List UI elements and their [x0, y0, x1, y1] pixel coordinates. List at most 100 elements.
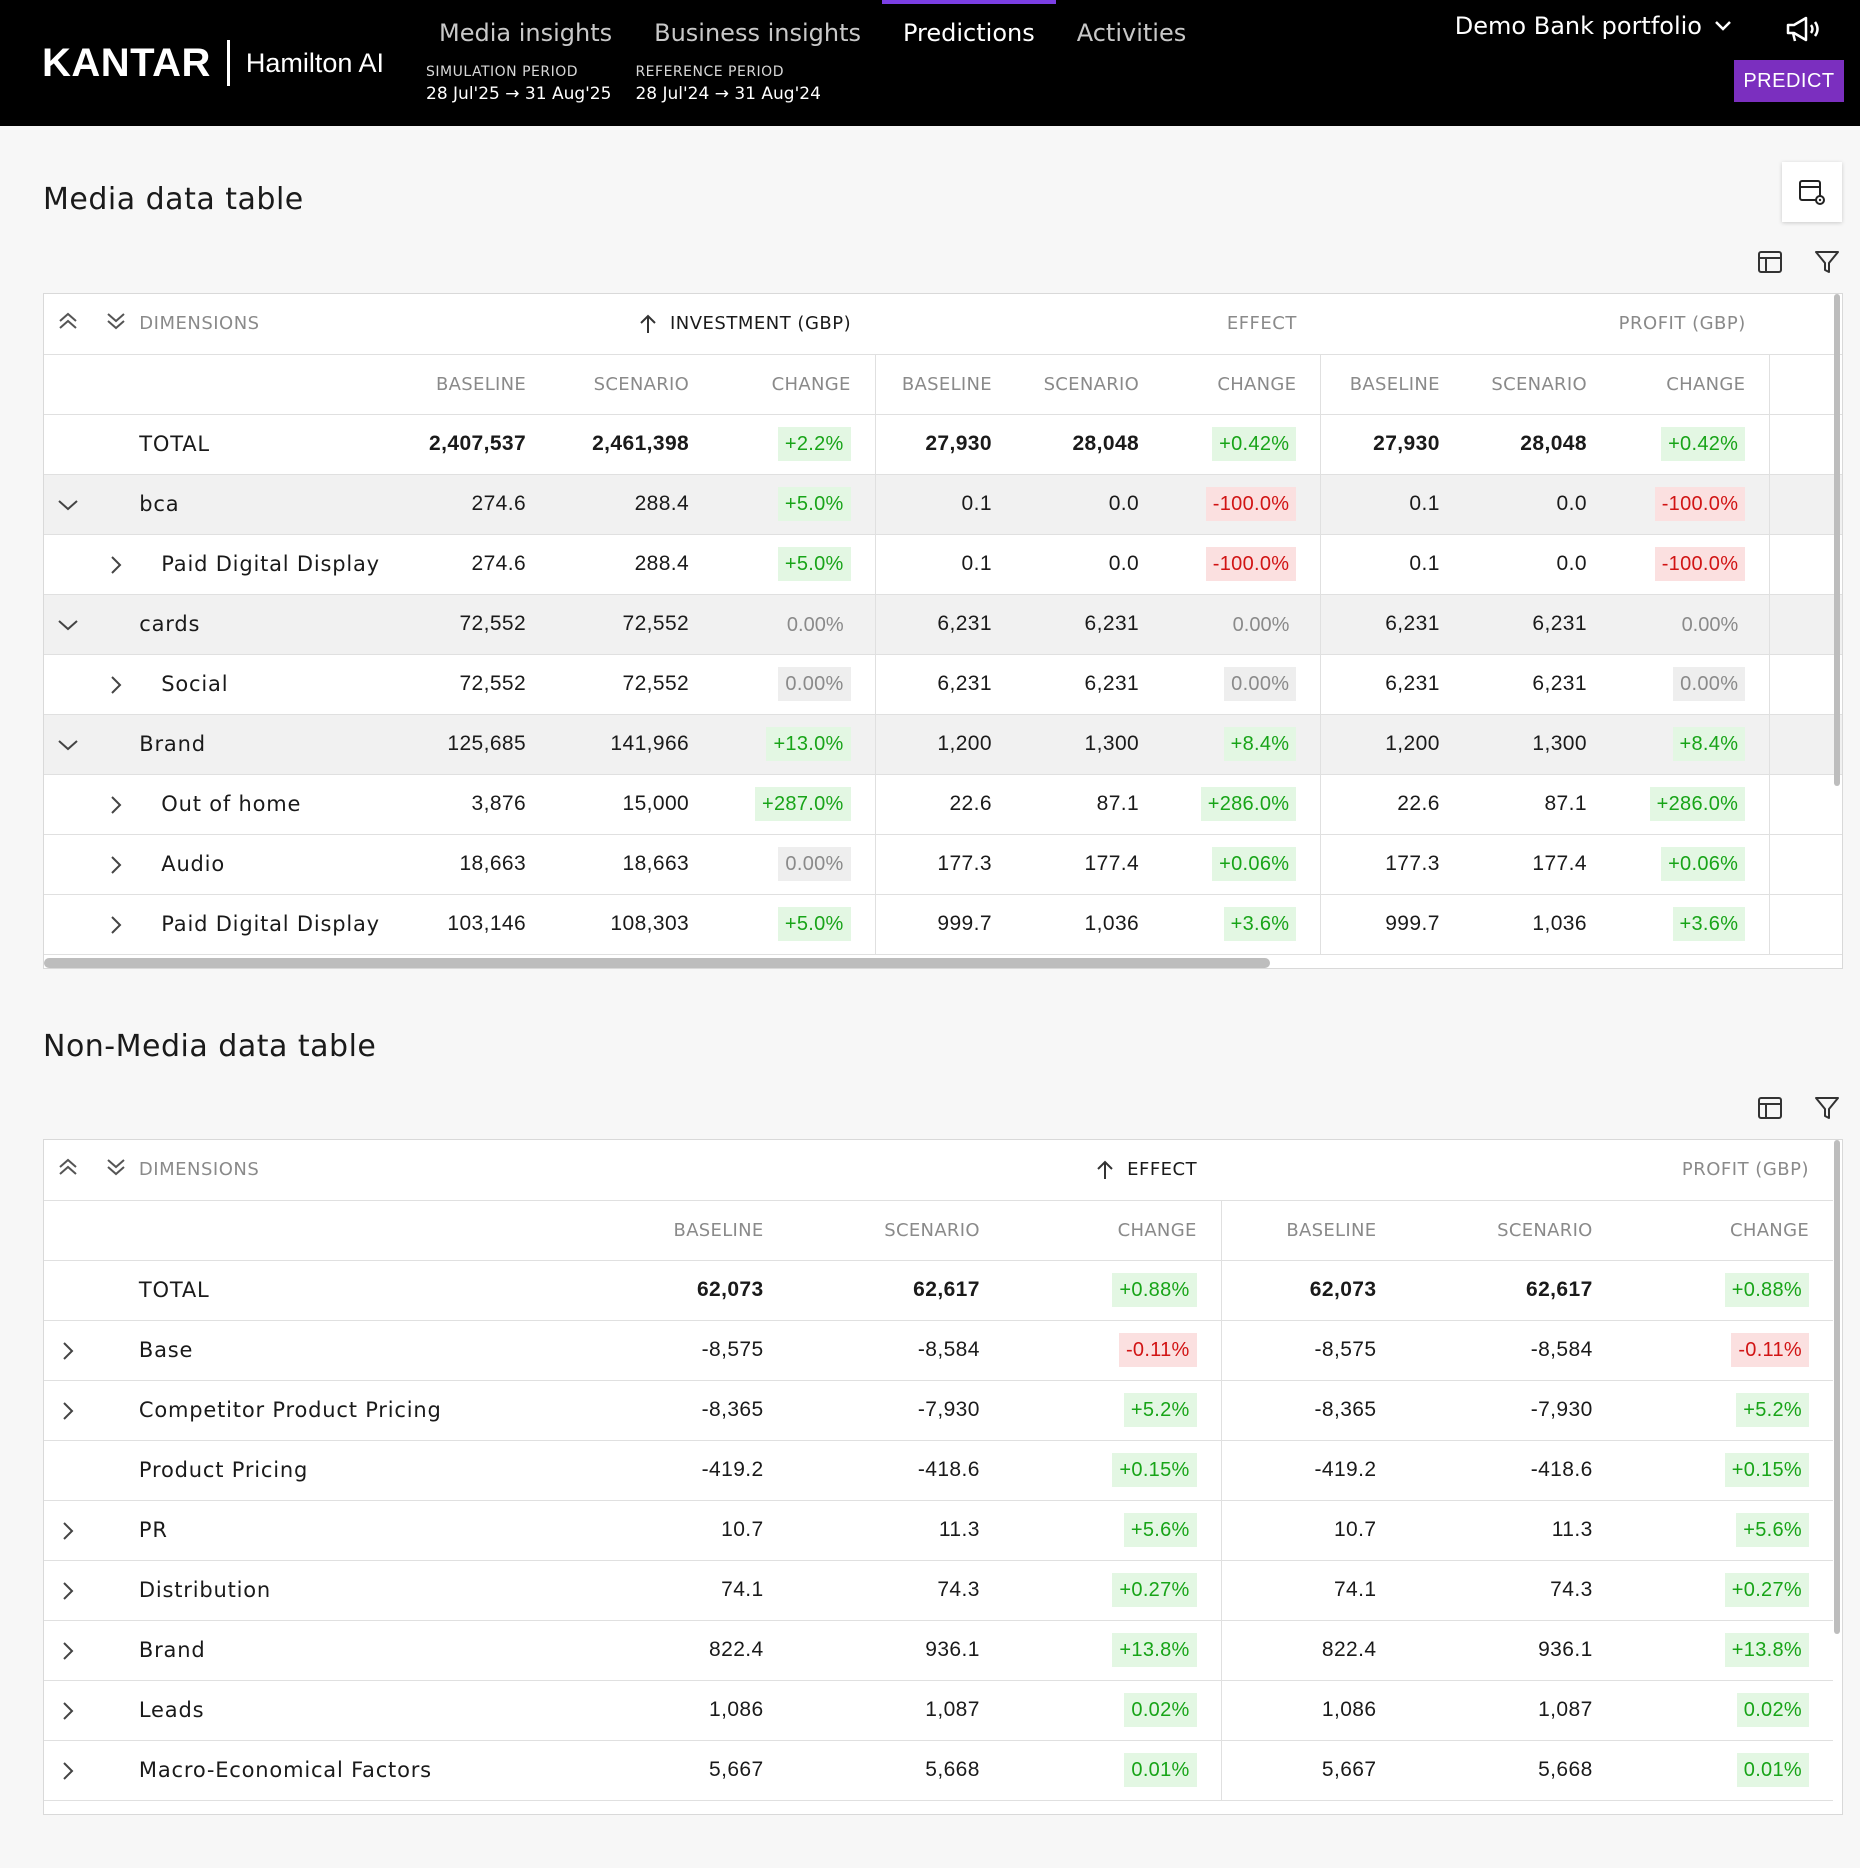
dimensions-header[interactable]: DIMENSIONS: [139, 294, 388, 355]
chevron-down-icon[interactable]: [57, 494, 79, 516]
effect-scenario-header[interactable]: SCENARIO: [787, 1200, 1004, 1261]
expand-toggle[interactable]: [44, 714, 93, 775]
predict-button[interactable]: PREDICT: [1734, 60, 1844, 102]
profit-header[interactable]: PROFIT (GBP): [1320, 294, 1770, 355]
investment-baseline-header[interactable]: BASELINE: [387, 354, 551, 415]
filter-icon[interactable]: [1813, 248, 1841, 276]
effect-scenario-header[interactable]: SCENARIO: [1015, 354, 1164, 415]
chevron-right-icon[interactable]: [57, 1700, 79, 1722]
expand-toggle[interactable]: [44, 474, 93, 535]
tab-business-insights[interactable]: Business insights: [654, 19, 861, 47]
collapse-all-button[interactable]: [44, 1140, 93, 1201]
table-row[interactable]: Product Pricing -419.2 -418.6 +0.15% -419.2-…: [44, 1440, 1833, 1501]
table-row[interactable]: Leads 1,086 1,087 0.02% 1,086 1,087 0.02%: [44, 1680, 1833, 1741]
chevron-right-icon[interactable]: [57, 1340, 79, 1362]
value-cell: 28,048: [1015, 414, 1164, 475]
chevron-right-icon[interactable]: [105, 854, 127, 876]
value-cell: 1,300: [1015, 714, 1164, 775]
table-row[interactable]: TOTAL 62,073 62,617 +0.88% 62,073 62,617 +0.88…: [44, 1260, 1833, 1321]
chevron-right-icon[interactable]: [57, 1400, 79, 1422]
expand-toggle: [92, 474, 140, 535]
portfolio-selector[interactable]: Demo Bank portfolio: [1455, 12, 1732, 40]
collapse-all-button[interactable]: [44, 294, 93, 355]
expand-all-button[interactable]: [92, 1140, 139, 1201]
expand-toggle[interactable]: [44, 594, 93, 655]
table-row[interactable]: Competitor Product Pricing -8,365 -7,930 +5…: [44, 1380, 1833, 1441]
chevron-right-icon[interactable]: [105, 554, 127, 576]
expand-toggle[interactable]: [44, 1680, 93, 1741]
profit-baseline-header[interactable]: BASELINE: [1320, 354, 1464, 415]
expand-toggle[interactable]: [92, 774, 140, 835]
expand-toggle[interactable]: [44, 1560, 93, 1621]
change-cell: +0.06%: [1610, 834, 1770, 895]
chevron-right-icon[interactable]: [105, 794, 127, 816]
change-value: +0.15%: [1112, 1453, 1197, 1487]
megaphone-icon[interactable]: [1784, 14, 1824, 44]
effect-baseline-header[interactable]: BASELINE: [874, 354, 1016, 415]
profit-baseline-header[interactable]: BASELINE: [1220, 1200, 1401, 1261]
effect-change-header[interactable]: CHANGE: [1163, 354, 1321, 415]
chevron-right-icon[interactable]: [57, 1580, 79, 1602]
simulation-period[interactable]: SIMULATION PERIOD 28 Jul'25 → 31 Aug'25: [426, 64, 611, 104]
row-dimension-name: TOTAL: [139, 414, 388, 475]
chevron-right-icon[interactable]: [57, 1640, 79, 1662]
expand-toggle[interactable]: [92, 654, 140, 715]
table-row[interactable]: PR 10.7 11.3 +5.6% 10.7 11.3 +5.6%: [44, 1500, 1833, 1561]
investment-scenario-header[interactable]: SCENARIO: [550, 354, 714, 415]
profit-change-header[interactable]: CHANGE: [1616, 1200, 1833, 1261]
expand-toggle[interactable]: [92, 834, 140, 895]
table-row[interactable]: Paid Digital Display 274.6 288.4 +5.0% 0.1 0.…: [44, 534, 1842, 595]
table-row[interactable]: Distribution 74.1 74.3 +0.27% 74.1 74.3 +0.27%: [44, 1560, 1833, 1621]
reference-period[interactable]: REFERENCE PERIOD 28 Jul'24 → 31 Aug'24: [635, 64, 820, 104]
columns-icon[interactable]: [1756, 1094, 1784, 1122]
table-row[interactable]: Brand 822.4 936.1 +13.8% 822.4 936.1 +13.8%: [44, 1620, 1833, 1681]
tab-predictions[interactable]: Predictions: [882, 0, 1056, 60]
expand-toggle[interactable]: [44, 1740, 93, 1801]
chevron-right-icon[interactable]: [57, 1760, 79, 1782]
profit-change-header[interactable]: CHANGE: [1610, 354, 1770, 415]
profit-header[interactable]: PROFIT (GBP): [1221, 1140, 1833, 1201]
filter-icon[interactable]: [1813, 1094, 1841, 1122]
expand-all-button[interactable]: [92, 294, 140, 355]
effect-baseline-header[interactable]: BASELINE: [571, 1200, 788, 1261]
table-row[interactable]: TOTAL 2,407,537 2,461,398 +2.2% 27,930 28,048…: [44, 414, 1842, 475]
expand-toggle[interactable]: [44, 1620, 93, 1681]
vertical-scrollbar[interactable]: [1834, 294, 1840, 786]
chevron-right-icon[interactable]: [105, 914, 127, 936]
profit-scenario-header[interactable]: SCENARIO: [1400, 1200, 1617, 1261]
chevron-right-icon[interactable]: [57, 1520, 79, 1542]
effect-header[interactable]: EFFECT: [571, 1140, 1222, 1201]
expand-toggle[interactable]: [44, 1500, 93, 1561]
vertical-scrollbar[interactable]: [1834, 1140, 1840, 1634]
dimensions-header[interactable]: DIMENSIONS: [138, 1140, 572, 1201]
expand-toggle[interactable]: [44, 1380, 93, 1441]
chevron-down-icon[interactable]: [57, 734, 79, 756]
table-row[interactable]: bca 274.6 288.4 +5.0% 0.1 0.0 -100.0% 0.1 0.0 -10…: [44, 474, 1842, 535]
investment-change-header[interactable]: CHANGE: [713, 354, 876, 415]
tab-activities[interactable]: Activities: [1076, 19, 1187, 47]
table-row[interactable]: Macro-Economical Factors 5,667 5,668 0.01% 5…: [44, 1740, 1833, 1801]
profit-scenario-header[interactable]: SCENARIO: [1463, 354, 1611, 415]
table-settings-button[interactable]: [1782, 162, 1842, 222]
expand-toggle[interactable]: [92, 534, 140, 595]
effect-change-header[interactable]: CHANGE: [1003, 1200, 1222, 1261]
kantar-logo[interactable]: KANTAR Hamilton AI: [42, 40, 384, 86]
chevron-right-icon[interactable]: [105, 674, 127, 696]
table-row[interactable]: Base -8,575 -8,584 -0.11% -8,575 -8,584 -0.11%: [44, 1320, 1833, 1381]
table-row[interactable]: Brand 125,685 141,966 +13.0% 1,200 1,300 +8.4%…: [44, 714, 1842, 775]
value-cell: -418.6: [1400, 1440, 1617, 1501]
table-row[interactable]: cards 72,552 72,552 0.00% 6,231 6,231 0.00% 6,2…: [44, 594, 1842, 655]
table-row[interactable]: Audio 18,663 18,663 0.00% 177.3 177.4 +0.06% 17…: [44, 834, 1842, 895]
horizontal-scrollbar[interactable]: [44, 958, 1270, 968]
effect-header[interactable]: EFFECT: [875, 294, 1321, 355]
expand-toggle[interactable]: [92, 894, 140, 955]
investment-header[interactable]: INVESTMENT (GBP): [387, 294, 876, 355]
chevron-down-icon[interactable]: [57, 614, 79, 636]
columns-icon[interactable]: [1756, 248, 1784, 276]
expand-toggle[interactable]: [44, 1320, 93, 1381]
table-row[interactable]: Out of home 3,876 15,000 +287.0% 22.6 87.1 +28…: [44, 774, 1842, 835]
tab-media-insights[interactable]: Media insights: [439, 19, 613, 47]
row-dimension-name: TOTAL: [138, 1260, 572, 1321]
table-row[interactable]: Paid Digital Display 103,146 108,303 +5.0% 9…: [44, 894, 1842, 955]
table-row[interactable]: Social 72,552 72,552 0.00% 6,231 6,231 0.00% 6,…: [44, 654, 1842, 715]
